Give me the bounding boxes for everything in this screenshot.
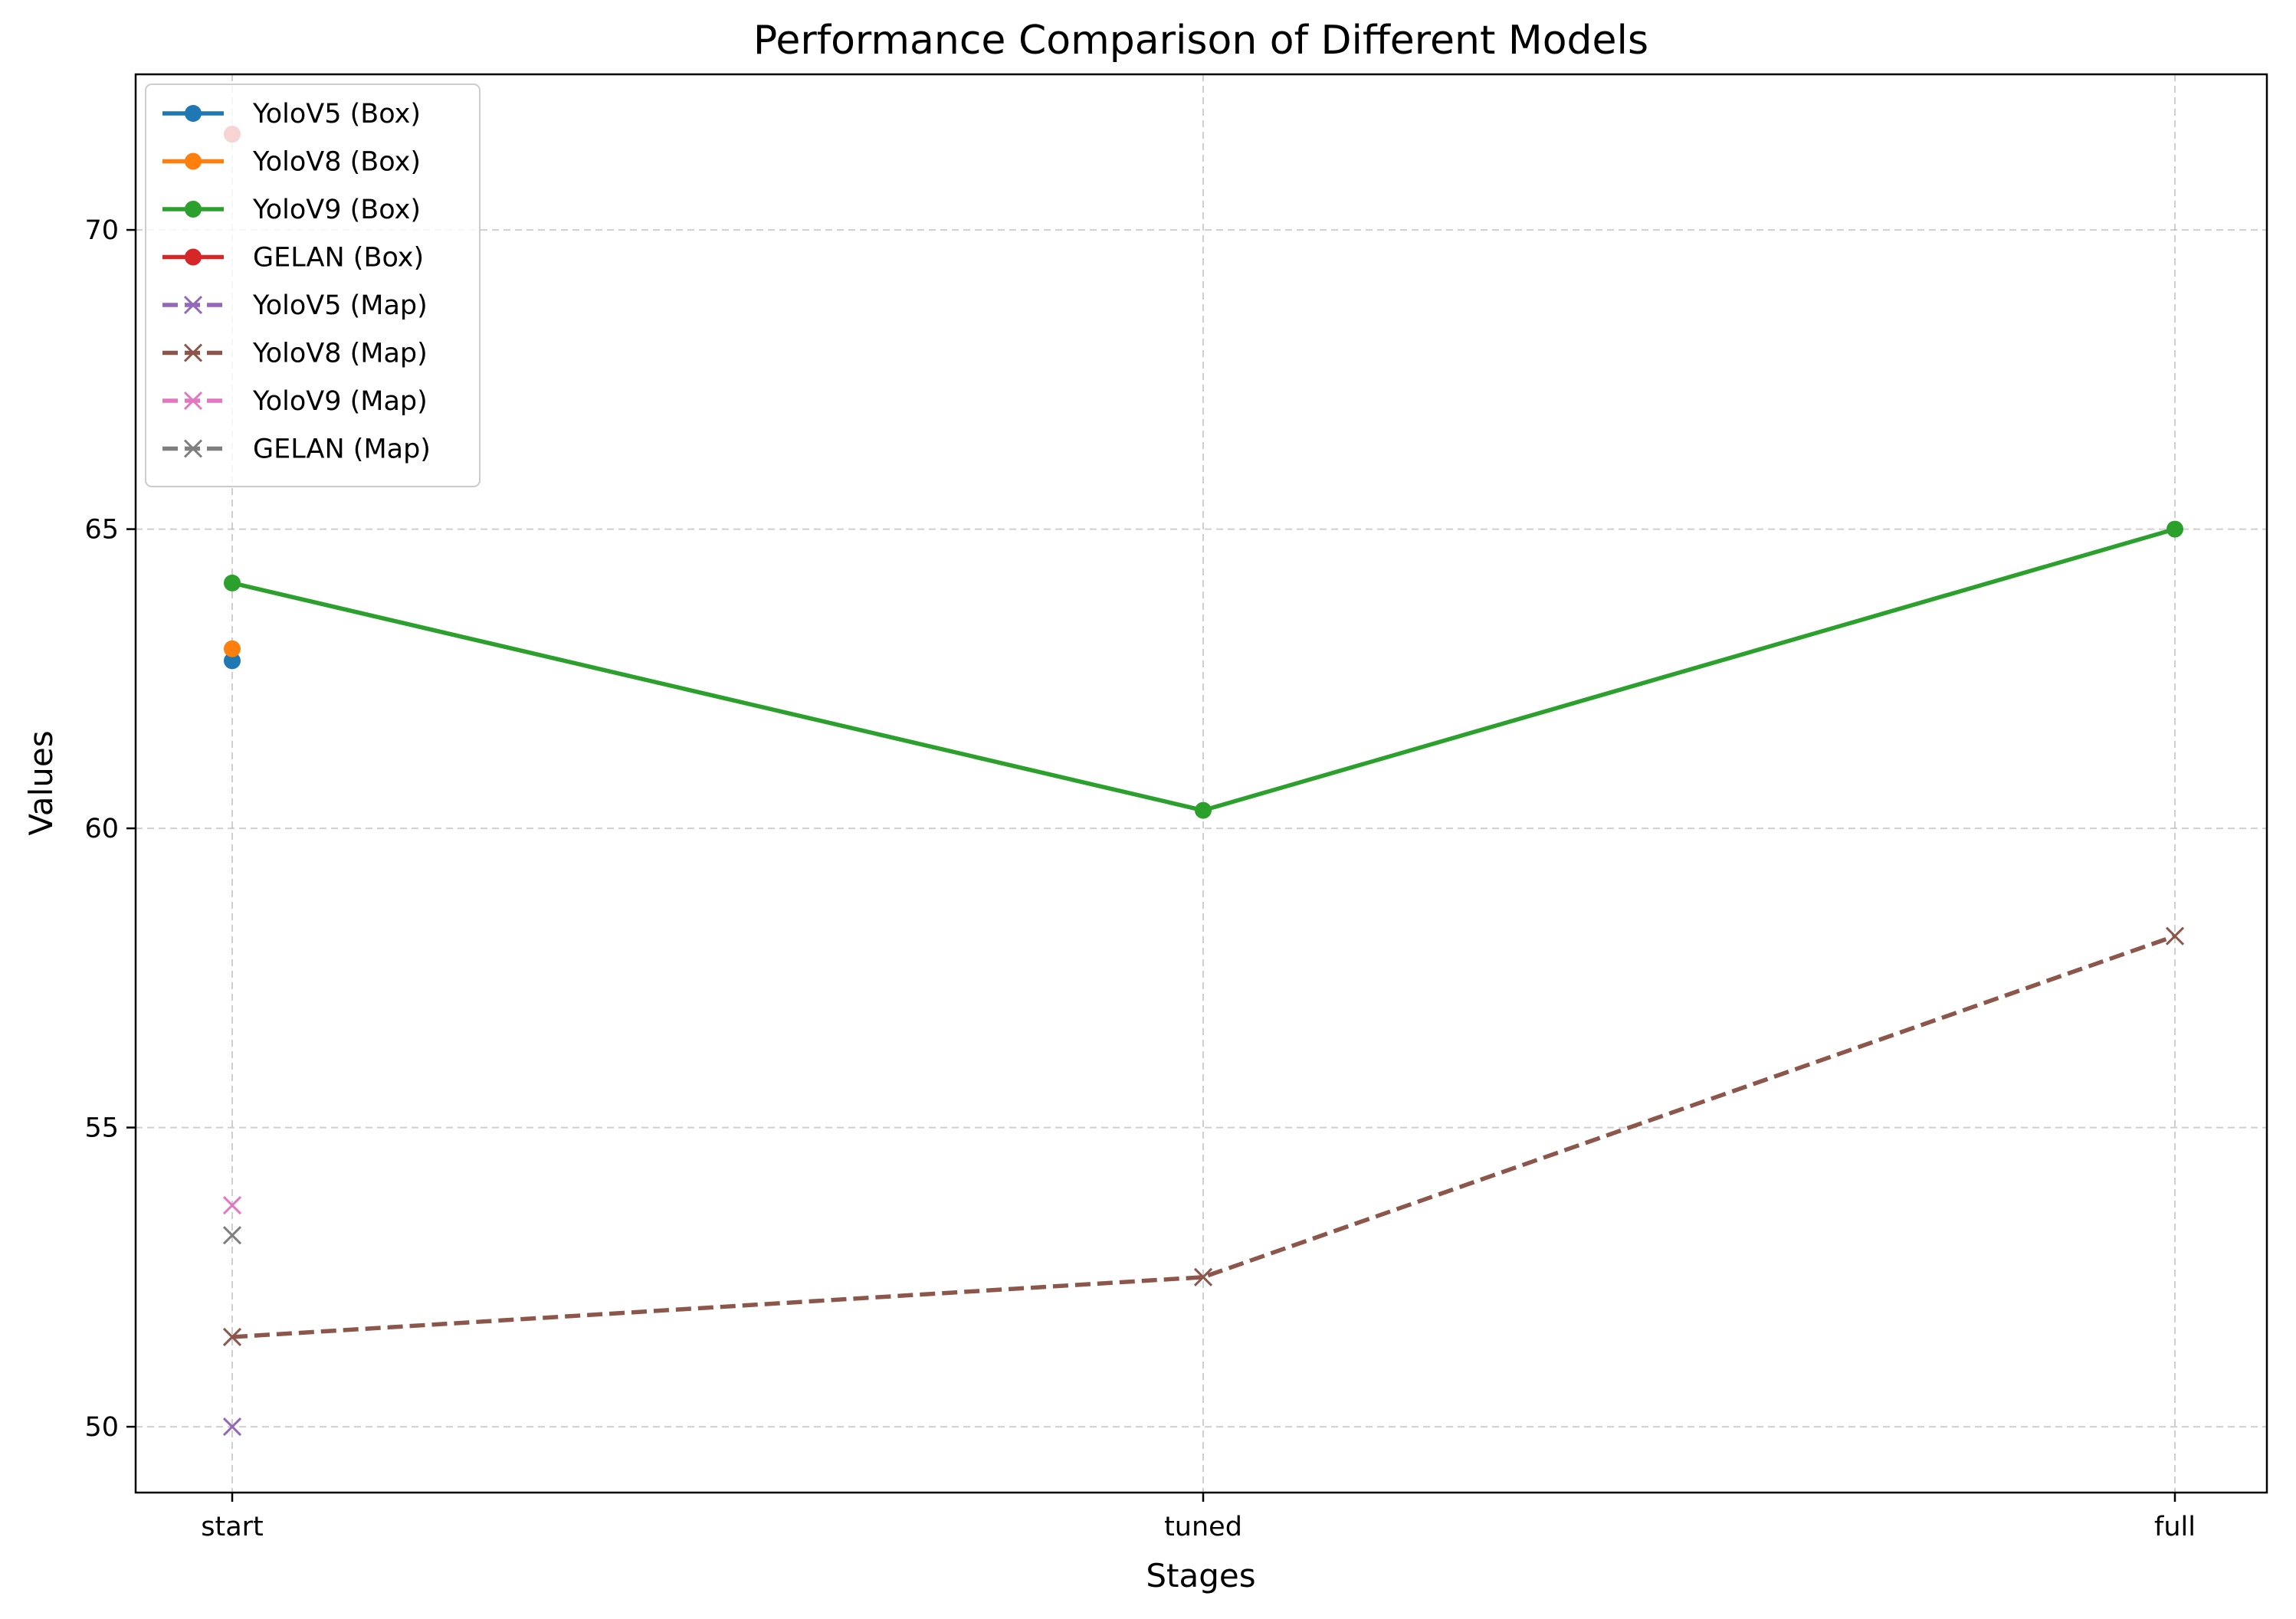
- legend-entry-yolov5-box-swatch-point: [185, 105, 202, 122]
- y-tick-label-70: 70: [84, 215, 119, 246]
- legend-entry-yolov8-map: YoloV8 (Map): [162, 339, 428, 369]
- y-tick-label-60: 60: [84, 814, 119, 844]
- series-yolov9-map: [222, 1196, 242, 1215]
- legend-entry-gelan-box-swatch-point: [185, 248, 202, 266]
- y-tick-label-50: 50: [84, 1412, 119, 1443]
- plot-frame: [134, 73, 2268, 1494]
- series-yolov8-box-point: [224, 640, 241, 657]
- series-yolov9-box-point: [224, 574, 241, 592]
- legend-entry-yolov8-box-swatch-point: [185, 152, 202, 170]
- legend-entry-gelan-box-label: GELAN (Box): [253, 243, 424, 274]
- y-tick-label-65: 65: [84, 515, 119, 546]
- series-yolov9-box-point: [2166, 520, 2183, 538]
- legend-entry-yolov9-box-label: YoloV9 (Box): [252, 195, 421, 225]
- series-yolov5-map-point: [222, 1417, 242, 1437]
- legend-entry-gelan-map: GELAN (Map): [162, 434, 431, 465]
- legend: YoloV5 (Box) YoloV8 (Box) YoloV9 (Box) GELA…: [145, 84, 481, 487]
- series-yolov9-box: [224, 520, 2183, 819]
- series-gelan-map-point: [222, 1226, 242, 1245]
- series-yolov8-map-point: [2165, 926, 2185, 946]
- legend-entry-yolov9-map: YoloV9 (Map): [162, 386, 428, 417]
- series-layer: [222, 126, 2185, 1437]
- legend-entry-yolov5-map: YoloV5 (Map): [162, 290, 428, 321]
- series-yolov5-box: [224, 652, 241, 670]
- legend-entry-yolov9-map-swatch-point: [183, 391, 203, 411]
- legend-entry-gelan-map-swatch-point: [183, 439, 203, 458]
- series-yolov8-map-line: [231, 934, 2176, 1339]
- legend-entry-yolov9-map-label: YoloV9 (Map): [252, 386, 428, 417]
- legend-entry-yolov8-map-label: YoloV8 (Map): [252, 339, 428, 369]
- series-yolov8-box: [224, 640, 241, 657]
- x-tick-label-full: full: [2154, 1512, 2196, 1542]
- legend-entry-yolov8-map-swatch-point: [183, 343, 203, 362]
- legend-entry-yolov5-box-label: YoloV5 (Box): [252, 99, 421, 129]
- axis-ticks: start tuned full 50 55 60 65 70: [84, 215, 2196, 1542]
- x-axis-label: Stages: [1146, 1557, 1255, 1594]
- legend-entry-yolov5-map-label: YoloV5 (Map): [252, 290, 428, 321]
- legend-entry-yolov5-box: YoloV5 (Box): [162, 99, 421, 129]
- series-yolov9-map-point: [222, 1196, 242, 1215]
- legend-entry-yolov8-box-label: YoloV8 (Box): [252, 147, 421, 178]
- series-yolov5-box-point: [224, 652, 241, 670]
- legend-entry-gelan-map-label: GELAN (Map): [253, 434, 431, 465]
- series-yolov8-map: [222, 926, 2185, 1346]
- y-tick-label-55: 55: [84, 1113, 119, 1144]
- legend-entry-gelan-box: GELAN (Box): [162, 243, 424, 274]
- y-axis-label: Values: [22, 730, 60, 835]
- series-yolov8-map-point: [1193, 1267, 1213, 1286]
- series-yolov8-map-point: [222, 1327, 242, 1346]
- series-yolov5-map: [222, 1417, 242, 1437]
- series-yolov9-box-point: [1195, 801, 1212, 819]
- chart-title: Performance Comparison of Different Mode…: [753, 18, 1648, 64]
- legend-entry-yolov8-box: YoloV8 (Box): [162, 147, 421, 178]
- series-gelan-map: [222, 1226, 242, 1245]
- legend-box: [145, 84, 481, 487]
- legend-entry-yolov5-map-swatch-point: [183, 295, 203, 315]
- legend-entry-yolov9-box: YoloV9 (Box): [162, 195, 421, 225]
- x-tick-label-tuned: tuned: [1164, 1512, 1242, 1542]
- x-tick-label-start: start: [201, 1512, 264, 1542]
- legend-entry-yolov9-box-swatch-point: [185, 201, 202, 218]
